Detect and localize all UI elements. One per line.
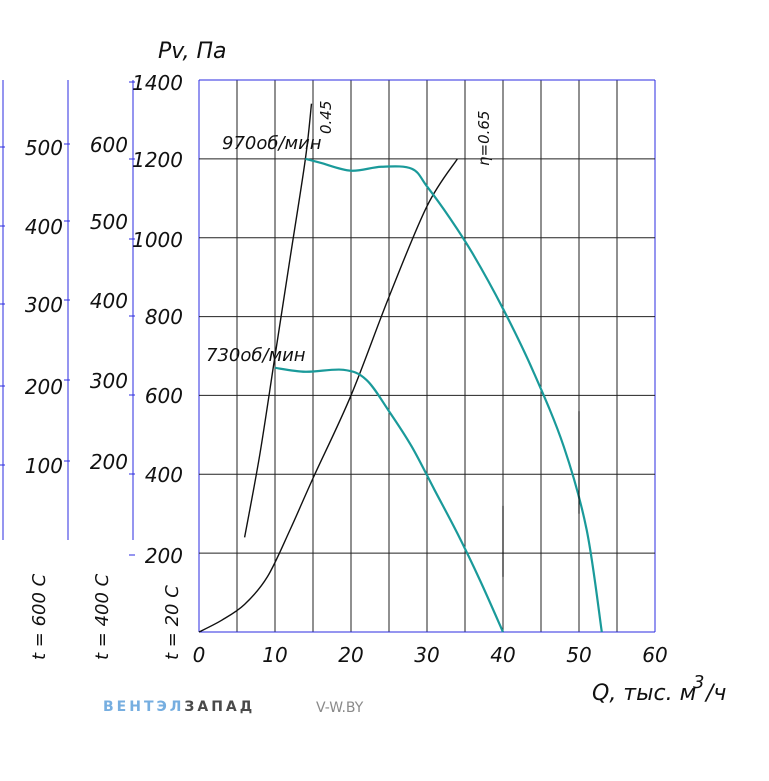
- brand-part-2: ЗАПАД: [184, 699, 256, 715]
- efficiency-line: [243, 103, 313, 538]
- scale-tick-label: 500: [90, 210, 128, 234]
- temperature-label: t = 20 С: [162, 585, 183, 660]
- temperature-label: t = 600 С: [29, 573, 50, 660]
- scale-tick-label: 200: [145, 544, 183, 568]
- scale-tick-label: 500: [25, 136, 63, 160]
- brand-logo: ВЕНТЭЛЗАПАД: [103, 699, 255, 715]
- tick-labels: 0 10 20 30 40 50 60 200 400 600 800 1000 1200 1400 200…: [25, 71, 668, 667]
- performance-curve: [274, 366, 505, 633]
- x-axis-title-tail: /ч: [704, 681, 726, 706]
- scale-tick-label: 400: [145, 463, 183, 487]
- efficiency-label: η=0.65: [475, 111, 493, 166]
- x-tick-label: 0: [193, 643, 206, 667]
- brand-site: V-W.BY: [316, 700, 364, 716]
- scale-tick-label: 800: [145, 305, 183, 329]
- x-tick-label: 40: [490, 643, 515, 667]
- scale-tick-label: 600: [145, 384, 183, 408]
- chart-labels: t = 20 С t = 400 С t = 600 С 970об/мин 730об…: [29, 39, 726, 706]
- scale-tick-label: 1400: [132, 71, 183, 95]
- scale-tick-label: 300: [90, 369, 128, 393]
- scale-tick-label: 600: [90, 133, 128, 157]
- x-axis-title: Q, тыс. м: [592, 681, 696, 706]
- scale-tick-label: 1000: [132, 228, 183, 252]
- scale-tick-label: 100: [25, 454, 63, 478]
- x-tick-label: 20: [338, 643, 363, 667]
- performance-curve: [305, 157, 603, 633]
- scale-tick-label: 200: [25, 375, 63, 399]
- y-axis-title: Pv, Па: [158, 39, 227, 64]
- scale-tick-label: 400: [90, 289, 128, 313]
- efficiency-line: [198, 158, 458, 633]
- x-tick-label: 30: [414, 643, 439, 667]
- x-tick-label: 60: [642, 643, 667, 667]
- scale-tick-label: 400: [25, 215, 63, 239]
- x-tick-label: 10: [262, 643, 287, 667]
- chart-lines: [198, 103, 603, 633]
- chart-grid: [198, 79, 656, 633]
- scale-tick-label: 300: [25, 293, 63, 317]
- series-label: 970об/мин: [222, 133, 322, 154]
- temperature-label: t = 400 С: [92, 573, 113, 660]
- scale-tick-label: 1200: [132, 148, 183, 172]
- temperature-scales: [0, 80, 135, 556]
- x-tick-label: 50: [566, 643, 591, 667]
- scale-tick-label: 200: [90, 450, 128, 474]
- series-label: 730об/мин: [206, 345, 306, 366]
- efficiency-label: 0.45: [317, 101, 335, 134]
- x-axis-title-sup: 3: [693, 672, 704, 693]
- brand-part-1: ВЕНТЭЛ: [103, 699, 185, 715]
